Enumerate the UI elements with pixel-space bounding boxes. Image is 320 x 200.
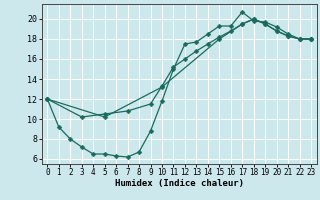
X-axis label: Humidex (Indice chaleur): Humidex (Indice chaleur) <box>115 179 244 188</box>
